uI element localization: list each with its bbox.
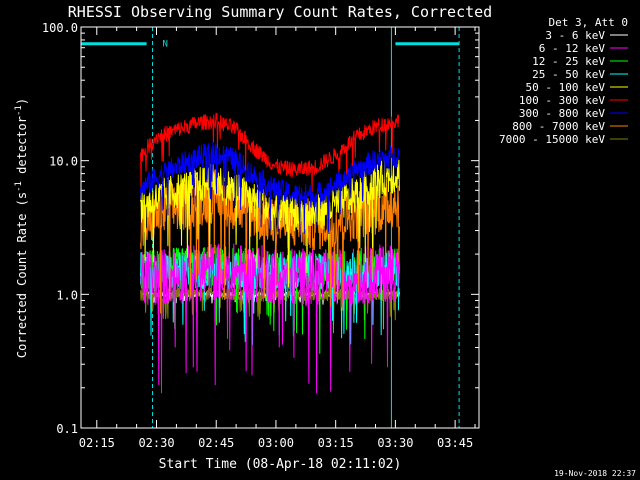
x-tick-label: 02:15 bbox=[79, 436, 115, 450]
legend-header: Det 3, Att 0 bbox=[549, 16, 628, 29]
legend-label: 3 - 6 keV bbox=[545, 29, 605, 42]
annotation-label: N bbox=[163, 39, 168, 49]
y-tick-label: 0.1 bbox=[56, 422, 78, 436]
y-tick-label: 1.0 bbox=[56, 288, 78, 302]
x-tick-label: 03:45 bbox=[437, 436, 473, 450]
annotations: N bbox=[163, 39, 168, 49]
legend-label: 50 - 100 keV bbox=[526, 81, 606, 94]
plot-axes bbox=[80, 26, 480, 429]
x-tick-label: 03:00 bbox=[258, 436, 294, 450]
series-line bbox=[140, 141, 400, 239]
legend-label: 6 - 12 keV bbox=[539, 42, 606, 55]
legend-label: 12 - 25 keV bbox=[532, 55, 605, 68]
legend-label: 25 - 50 keV bbox=[532, 68, 605, 81]
series-layer bbox=[140, 112, 400, 394]
y-tick-label: 10.0 bbox=[49, 155, 78, 169]
footer-timestamp: 19-Nov-2018 22:37 bbox=[554, 469, 636, 478]
x-tick-label: 02:30 bbox=[138, 436, 174, 450]
legend-label: 800 - 7000 keV bbox=[512, 120, 605, 133]
x-tick-label: 03:30 bbox=[377, 436, 413, 450]
y-axis-label: Corrected Count Rate (s-1 detector-1) bbox=[14, 98, 29, 358]
chart-title: RHESSI Observing Summary Count Rates, Co… bbox=[68, 3, 492, 21]
x-axis-label: Start Time (08-Apr-18 02:11:02) bbox=[159, 457, 402, 472]
x-tick-labels: 02:15 02:30 02:45 03:00 03:15 03:30 03:45 bbox=[79, 436, 473, 450]
y-tick-label: 100.0 bbox=[42, 21, 78, 35]
legend-label: 7000 - 15000 keV bbox=[499, 133, 605, 146]
legend-label: 300 - 800 keV bbox=[519, 107, 605, 120]
series-line bbox=[140, 243, 400, 394]
legend-label: 100 - 300 keV bbox=[519, 94, 605, 107]
series-line bbox=[140, 112, 400, 192]
x-tick-label: 02:45 bbox=[198, 436, 234, 450]
x-tick-label: 03:15 bbox=[318, 436, 354, 450]
plot-frame bbox=[80, 26, 480, 429]
y-tick-labels: 100.0 10.0 1.0 0.1 bbox=[42, 21, 78, 436]
